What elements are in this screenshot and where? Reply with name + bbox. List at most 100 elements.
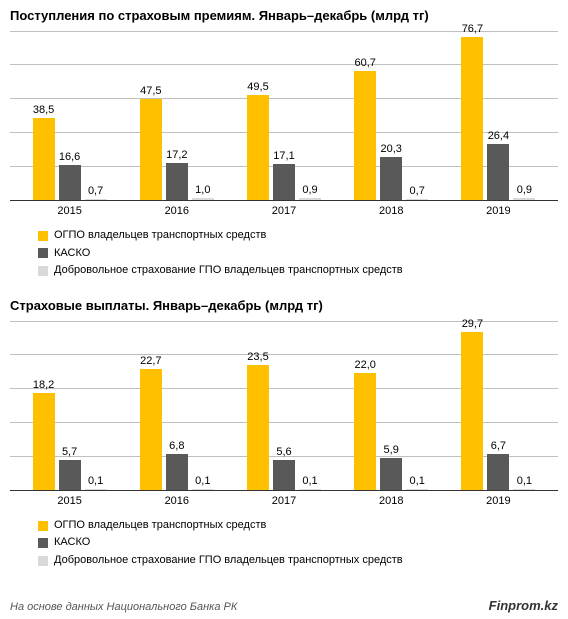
bar-wrap: 0,1 xyxy=(406,475,428,490)
x-axis-label: 2015 xyxy=(16,495,123,507)
bar-wrap: 0,1 xyxy=(192,475,214,490)
bar xyxy=(59,460,81,490)
bar-value-label: 18,2 xyxy=(33,379,54,391)
bar-wrap: 60,7 xyxy=(354,57,376,200)
bar xyxy=(247,365,269,490)
bar-wrap: 6,8 xyxy=(166,440,188,490)
bar xyxy=(166,454,188,490)
bar-wrap: 5,7 xyxy=(59,446,81,490)
x-axis-label: 2015 xyxy=(16,205,123,217)
x-axis-label: 2016 xyxy=(123,205,230,217)
bar-wrap: 17,1 xyxy=(273,150,295,200)
bar-value-label: 5,7 xyxy=(62,446,77,458)
bar-value-label: 47,5 xyxy=(140,85,161,97)
x-axis-label: 2018 xyxy=(338,205,445,217)
legend-item: ОГПО владельцев транспортных средств xyxy=(38,517,558,535)
bar xyxy=(33,393,55,490)
bar-value-label: 0,1 xyxy=(88,475,103,487)
category-group: 60,720,30,7 xyxy=(338,32,445,200)
bar-value-label: 38,5 xyxy=(33,104,54,116)
legend-label: КАСКО xyxy=(54,534,90,552)
bar xyxy=(406,489,428,490)
bar-wrap: 0,7 xyxy=(85,185,107,200)
category-group: 47,5 17,2 1,0 xyxy=(123,32,230,200)
bar-value-label: 60,7 xyxy=(354,57,375,69)
bar xyxy=(140,369,162,490)
x-axis-label: 2019 xyxy=(445,205,552,217)
bar xyxy=(140,99,162,200)
premiums-chart: Поступления по страховым премиям. Январь… xyxy=(10,8,558,280)
bar xyxy=(247,95,269,200)
bar-value-label: 17,1 xyxy=(273,150,294,162)
bar-value-label: 49,5 xyxy=(247,81,268,93)
legend: ОГПО владельцев транспортных средствКАСК… xyxy=(38,227,558,280)
bar-wrap: 0,1 xyxy=(85,475,107,490)
category-group: 49,5 17,1 0,9 xyxy=(230,32,337,200)
plot-area: 38,5 16,6 0,7 47,5 17,2 1,0 49,5 17,1 0,9 60,7 20,… xyxy=(10,31,558,201)
bar-value-label: 0,1 xyxy=(517,475,532,487)
bar-wrap: 22,0 xyxy=(354,359,376,490)
legend-swatch xyxy=(38,266,48,276)
bar xyxy=(513,198,535,200)
bar xyxy=(192,489,214,490)
legend-swatch xyxy=(38,248,48,258)
bar-wrap: 18,2 xyxy=(33,379,55,490)
bar-wrap: 0,9 xyxy=(513,184,535,200)
bar-value-label: 0,9 xyxy=(302,184,317,196)
payouts-chart: Страховые выплаты. Январь–декабрь (млрд … xyxy=(10,298,558,570)
bar-value-label: 17,2 xyxy=(166,149,187,161)
bar-value-label: 29,7 xyxy=(462,318,483,330)
legend-label: ОГПО владельцев транспортных средств xyxy=(54,227,266,245)
bar-value-label: 6,7 xyxy=(491,440,506,452)
x-axis-label: 2017 xyxy=(230,495,337,507)
bar xyxy=(299,198,321,200)
bar xyxy=(166,163,188,200)
category-group: 23,55,60,1 xyxy=(230,322,337,490)
legend-swatch xyxy=(38,538,48,548)
site-credit: Finprom.kz xyxy=(489,598,558,613)
category-group: 38,5 16,6 0,7 xyxy=(16,32,123,200)
bar-wrap: 17,2 xyxy=(166,149,188,200)
bar-value-label: 76,7 xyxy=(462,23,483,35)
bar-value-label: 16,6 xyxy=(59,151,80,163)
chart-title: Страховые выплаты. Январь–декабрь (млрд … xyxy=(10,298,558,313)
legend-item: ОГПО владельцев транспортных средств xyxy=(38,227,558,245)
legend-label: КАСКО xyxy=(54,245,90,263)
bar-value-label: 5,9 xyxy=(384,444,399,456)
bar-wrap: 0,1 xyxy=(513,475,535,490)
bar xyxy=(487,144,509,200)
bar-value-label: 0,9 xyxy=(517,184,532,196)
category-group: 22,7 6,8 0,1 xyxy=(123,322,230,490)
bar-wrap: 20,3 xyxy=(380,143,402,200)
bar xyxy=(299,489,321,490)
legend-item: КАСКО xyxy=(38,534,558,552)
bar-value-label: 0,1 xyxy=(302,475,317,487)
x-axis-label: 2018 xyxy=(338,495,445,507)
plot-area: 18,25,70,122,76,80,123,55,60,122,05,90,1… xyxy=(10,321,558,491)
bar xyxy=(354,373,376,490)
bar-wrap: 0,9 xyxy=(299,184,321,200)
x-axis-labels: 20152016201720182019 xyxy=(10,491,558,507)
bar xyxy=(354,71,376,200)
x-axis-label: 2016 xyxy=(123,495,230,507)
legend-swatch xyxy=(38,556,48,566)
bar xyxy=(85,489,107,490)
bar xyxy=(192,198,214,200)
legend: ОГПО владельцев транспортных средствКАСК… xyxy=(38,517,558,570)
bar-wrap: 76,7 xyxy=(461,23,483,200)
category-group: 22,0 5,9 0,1 xyxy=(338,322,445,490)
bar xyxy=(33,118,55,200)
category-group: 29,76,70,1 xyxy=(445,322,552,490)
bar xyxy=(461,37,483,200)
category-group: 76,726,40,9 xyxy=(445,32,552,200)
bar xyxy=(380,458,402,489)
bar-wrap: 38,5 xyxy=(33,104,55,200)
bar-value-label: 6,8 xyxy=(169,440,184,452)
bar-value-label: 20,3 xyxy=(380,143,401,155)
bar xyxy=(273,164,295,200)
legend-label: Добровольное страхование ГПО владельцев … xyxy=(54,262,403,280)
bar-wrap: 1,0 xyxy=(192,184,214,200)
bar-value-label: 22,7 xyxy=(140,355,161,367)
legend-item: КАСКО xyxy=(38,245,558,263)
legend-label: ОГПО владельцев транспортных средств xyxy=(54,517,266,535)
